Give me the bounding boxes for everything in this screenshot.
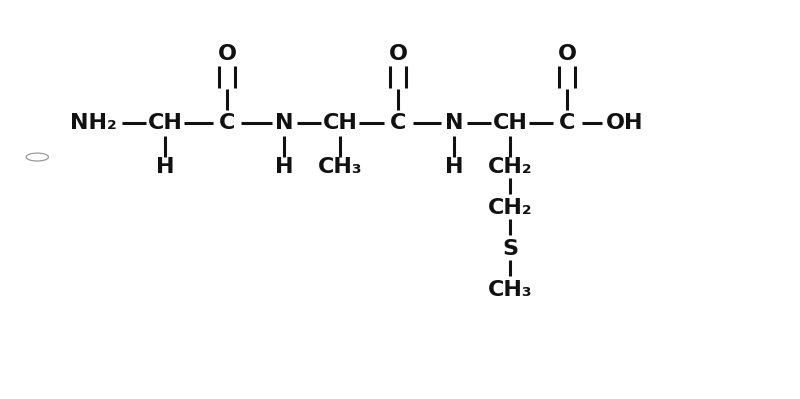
- Text: H: H: [445, 157, 463, 177]
- Text: CH: CH: [493, 113, 527, 133]
- Text: NH₂: NH₂: [70, 113, 117, 133]
- Text: C: C: [219, 113, 235, 133]
- Text: N: N: [445, 113, 463, 133]
- Text: C: C: [559, 113, 576, 133]
- Text: S: S: [502, 239, 518, 259]
- Text: C: C: [390, 113, 406, 133]
- Text: O: O: [389, 44, 408, 64]
- Text: O: O: [558, 44, 577, 64]
- Text: H: H: [275, 157, 294, 177]
- Text: CH₃: CH₃: [488, 280, 532, 300]
- Text: CH: CH: [147, 113, 182, 133]
- Text: CH₂: CH₂: [488, 157, 532, 177]
- Text: CH₂: CH₂: [488, 198, 532, 218]
- Text: CH₃: CH₃: [318, 157, 362, 177]
- Text: N: N: [275, 113, 294, 133]
- Text: CH: CH: [322, 113, 358, 133]
- Text: OH: OH: [606, 113, 643, 133]
- Text: O: O: [218, 44, 237, 64]
- Text: H: H: [155, 157, 174, 177]
